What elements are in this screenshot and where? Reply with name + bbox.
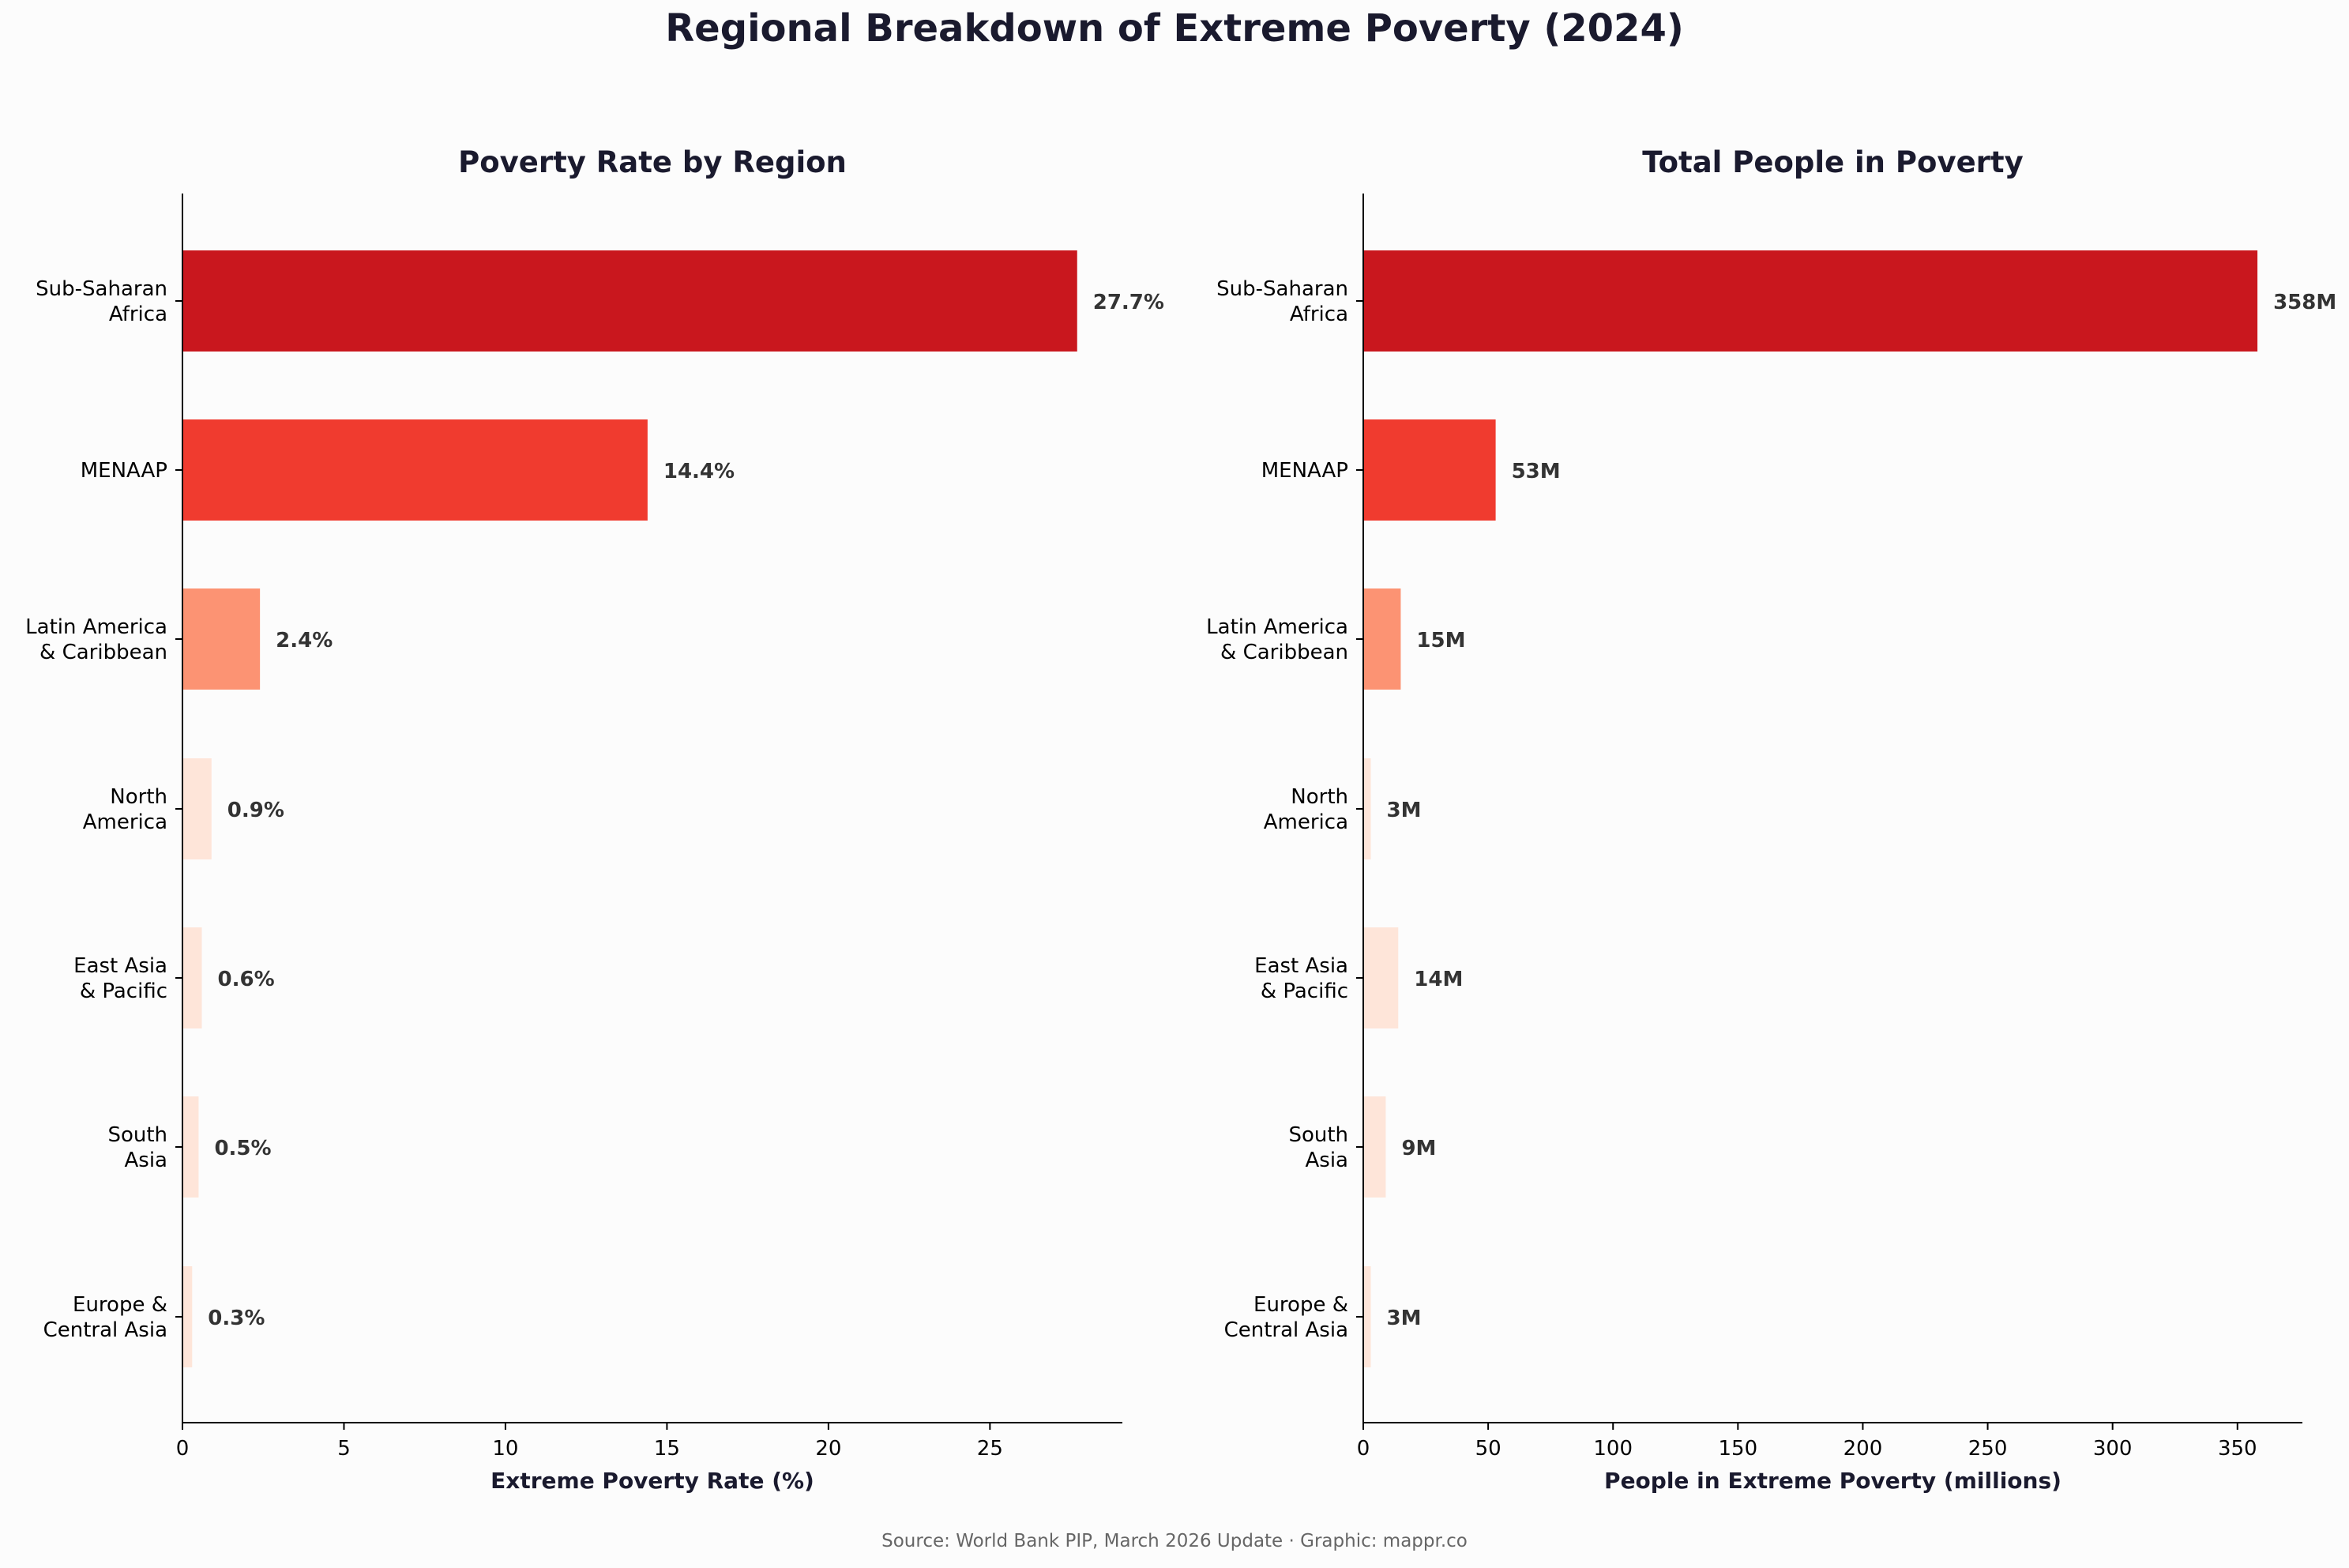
people-value-label: 3M [1386,1307,1421,1330]
rate-category-label: & Caribbean [39,641,167,664]
people-x-tick-label: 350 [2218,1437,2257,1461]
rate-bar [182,588,261,690]
people-x-tick-label: 150 [1719,1437,1758,1461]
rate-x-tick-label: 0 [176,1437,190,1461]
rate-value-label: 0.6% [218,968,275,991]
people-bar [1363,1096,1386,1198]
rate-value-label: 27.7% [1093,291,1164,314]
people-category-label: Latin America [1206,615,1348,639]
rate-x-tick-label: 15 [654,1437,680,1461]
people-category-label: America [1264,810,1348,834]
rate-bar [182,1096,199,1198]
rate-bar [182,250,1077,352]
people-value-label: 3M [1386,799,1421,822]
rate-value-label: 2.4% [276,629,333,652]
people-bar [1363,758,1371,859]
people-category-label: East Asia [1254,954,1348,978]
people-category-label: & Caribbean [1220,641,1348,664]
rate-category-label: North [110,785,167,809]
rate-value-label: 0.5% [214,1137,271,1160]
people-x-tick-label: 50 [1475,1437,1501,1461]
people-bar [1363,419,1496,521]
people-value-label: 53M [1512,460,1561,483]
people-category-label: Asia [1306,1149,1349,1172]
rate-x-tick-label: 10 [492,1437,518,1461]
people-bar [1363,1266,1371,1367]
people-category-label: & Pacific [1261,980,1348,1003]
people-category-label: Sub-Saharan [1216,277,1348,301]
people-bar [1363,250,2258,352]
people-x-tick-label: 0 [1357,1437,1370,1461]
rate-category-label: MENAAP [81,459,167,483]
rate-value-label: 0.9% [227,799,284,822]
rate-x-tick-label: 20 [815,1437,841,1461]
rate-bar [182,927,202,1028]
people-x-tick-label: 100 [1593,1437,1633,1461]
rate-bar [182,419,648,521]
rate-category-label: Sub-Saharan [36,277,167,301]
rate-category-label: Asia [125,1149,168,1172]
rate-category-label: Latin America [25,615,167,639]
people-x-tick-label: 250 [1968,1437,2008,1461]
people-bar [1363,588,1401,690]
rate-category-label: & Pacific [80,980,167,1003]
rate-x-axis-label: Extreme Poverty Rate (%) [490,1468,814,1494]
people-x-tick-label: 200 [1843,1437,1883,1461]
people-category-label: South [1288,1123,1348,1147]
people-category-label: Africa [1290,303,1348,326]
rate-bar [182,758,212,859]
people-value-label: 14M [1414,968,1463,991]
rate-value-label: 0.3% [208,1307,265,1330]
rate-category-label: Africa [109,303,167,326]
rate-chart-title: Poverty Rate by Region [458,145,847,179]
people-bar [1363,927,1399,1028]
people-category-label: Central Asia [1224,1318,1348,1342]
people-category-label: MENAAP [1261,459,1348,483]
people-value-label: 9M [1401,1137,1436,1160]
rate-category-label: East Asia [73,954,167,978]
figure-title: Regional Breakdown of Extreme Poverty (2… [665,6,1684,51]
source-note: Source: World Bank PIP, March 2026 Updat… [881,1531,1468,1551]
rate-category-label: Europe & [73,1293,167,1317]
rate-category-label: South [107,1123,167,1147]
people-value-label: 15M [1416,629,1465,652]
rate-bar [182,1266,193,1367]
people-x-tick-label: 300 [2093,1437,2133,1461]
rate-x-tick-label: 5 [337,1437,351,1461]
people-value-label: 358M [2273,291,2336,314]
rate-value-label: 14.4% [663,460,735,483]
people-category-label: North [1291,785,1348,809]
rate-category-label: Central Asia [43,1318,167,1342]
people-category-label: Europe & [1253,1293,1348,1317]
rate-category-label: America [83,810,167,834]
rate-x-tick-label: 25 [977,1437,1003,1461]
people-x-axis-label: People in Extreme Poverty (millions) [1604,1468,2061,1494]
people-chart-title: Total People in Poverty [1642,145,2023,179]
